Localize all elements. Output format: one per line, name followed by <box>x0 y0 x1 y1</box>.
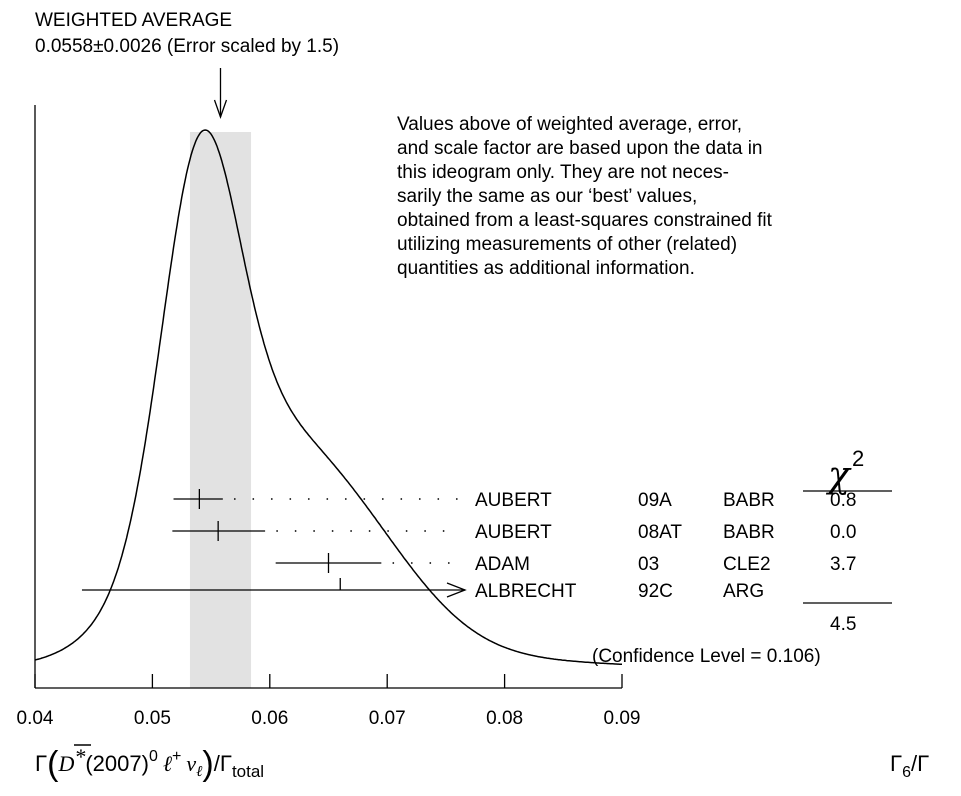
experiment-label: CLE2 <box>723 554 771 575</box>
xlabel-plus: + <box>172 748 181 765</box>
reference-label: 09A <box>638 490 672 511</box>
leader-dot <box>276 530 278 532</box>
experiment-label: BABR <box>723 522 775 543</box>
ideogram-curve <box>34 129 622 666</box>
error-bar-arrow <box>446 582 467 598</box>
note-line: quantities as additional information. <box>397 258 695 279</box>
reference-label: 03 <box>638 554 659 575</box>
measurement-row: AUBERT 08AT BABR 0.0 <box>172 521 856 543</box>
x-tick-label: 0.08 <box>486 708 523 729</box>
svg-text:Γ(D*(2007)0ℓ+νℓ)/Γtotal: Γ(D*(2007)0 ℓ+ νℓ)/Γtotal <box>35 744 264 783</box>
leader-dot <box>405 530 408 532</box>
leader-dot <box>233 498 236 500</box>
xlabel-gamma: Γ <box>35 751 47 776</box>
leader-dot <box>326 498 329 500</box>
leader-dot <box>294 530 297 532</box>
xlabel-nu-sub: ℓ <box>196 764 202 780</box>
corner-label: Γ6/Γ <box>890 751 929 781</box>
leader-dot <box>400 498 403 500</box>
xlabel-mass: (2007) <box>85 751 149 776</box>
leader-dot <box>381 498 384 500</box>
leader-dot <box>368 530 371 532</box>
leader-dot <box>410 562 413 564</box>
experiment-label: BABR <box>723 490 775 511</box>
measurement-rows: AUBERT 09A BABR 0.8 AUBERT 08AT BABR 0.0 ADAM 03 C… <box>81 489 856 602</box>
chi2-total: 4.5 <box>830 614 856 635</box>
weighted-average-arrow <box>213 68 228 119</box>
note-block: Values above of weighted average, error,… <box>397 114 773 279</box>
author-label: ADAM <box>475 554 530 575</box>
x-tick-label: 0.09 <box>604 708 641 729</box>
xlabel-particle: D <box>57 751 74 776</box>
leader-dot <box>424 530 426 532</box>
leader-dot <box>387 530 389 532</box>
leader-dot <box>289 498 292 500</box>
experiment-label: ARG <box>723 581 764 602</box>
measurement-row: AUBERT 09A BABR 0.8 <box>173 489 856 511</box>
leader-dot <box>270 498 273 500</box>
leader-dot <box>350 530 352 532</box>
leader-dot <box>307 498 310 500</box>
note-line: sarily the same as our ‘best’ values, <box>397 186 697 207</box>
leader-dot <box>252 498 255 500</box>
xlabel-close-paren: ) <box>202 745 213 783</box>
x-tick-label: 0.04 <box>17 708 54 729</box>
chi2-value: 0.8 <box>830 490 856 511</box>
xlabel-star: * <box>74 744 85 769</box>
weighted-average-band <box>189 132 252 688</box>
leader-dot <box>447 562 450 564</box>
measurement-row: ALBRECHT 92C ARG <box>81 578 764 602</box>
x-tick-label: 0.07 <box>369 708 406 729</box>
note-line: and scale factor are based upon the data… <box>397 138 762 159</box>
leader-dot <box>344 498 347 500</box>
author-label: AUBERT <box>475 522 552 543</box>
leader-dot <box>418 498 421 500</box>
x-tick-label: 0.06 <box>251 708 288 729</box>
leader-dot <box>437 498 440 500</box>
x-axis-ticks: 0.04 0.05 0.06 0.07 0.08 0.09 <box>17 674 641 729</box>
chi2-header: χ 2 <box>803 446 892 496</box>
leader-dot <box>429 562 432 564</box>
reference-label: 08AT <box>638 522 682 543</box>
leader-dot <box>313 530 315 532</box>
xlabel-open-paren: ( <box>47 745 59 783</box>
leader-dot <box>392 562 395 564</box>
author-label: ALBRECHT <box>475 581 577 602</box>
xlabel-total: total <box>232 762 264 781</box>
reference-label: 92C <box>638 581 673 602</box>
note-line: utilizing measurements of other (related… <box>397 234 737 255</box>
leader-dot <box>363 498 366 500</box>
x-tick-label: 0.05 <box>134 708 171 729</box>
xlabel-slash: /Γ <box>214 751 232 776</box>
note-line: this ideogram only. They are not neces- <box>397 162 729 183</box>
weighted-average-value: 0.0558±0.0026 (Error scaled by 1.5) <box>35 36 339 57</box>
confidence-level: (Confidence Level = 0.106) <box>592 646 821 667</box>
leader-dot <box>455 498 458 500</box>
xlabel-lepton: ℓ <box>163 751 173 776</box>
note-line: Values above of weighted average, error, <box>397 114 742 135</box>
xlabel-nu: ν <box>186 751 196 776</box>
measurement-row: ADAM 03 CLE2 3.7 <box>275 553 856 575</box>
chi2-value: 3.7 <box>830 554 856 575</box>
leader-dot <box>331 530 334 532</box>
leader-dot <box>442 530 445 532</box>
weighted-average-title: WEIGHTED AVERAGE <box>35 10 232 31</box>
note-line: obtained from a least-squares constraine… <box>397 210 773 231</box>
author-label: AUBERT <box>475 490 552 511</box>
xlabel-zero: 0 <box>149 748 158 765</box>
x-axis-label: Γ(D*(2007)0 ℓ+ νℓ)/Γtotal <box>35 744 264 783</box>
chi2-value: 0.0 <box>830 522 856 543</box>
chi2-superscript: 2 <box>852 446 864 471</box>
chi2-symbol: χ <box>825 455 852 496</box>
